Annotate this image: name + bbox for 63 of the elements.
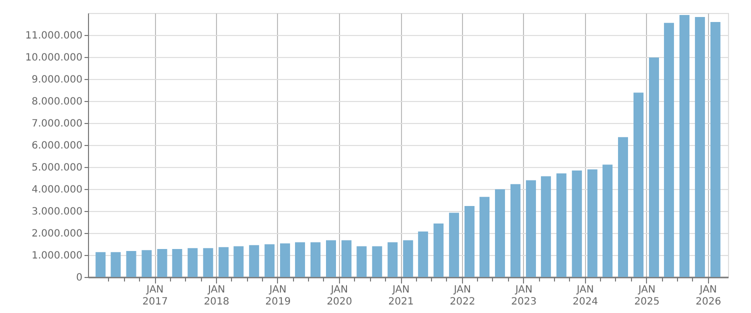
y-tick-label: 1.000.000 — [32, 250, 82, 262]
bar — [694, 16, 705, 277]
bar — [449, 212, 460, 277]
bar — [480, 196, 490, 277]
bar — [126, 251, 136, 277]
x-tick-label: JAN 2021 — [388, 284, 414, 308]
bar — [388, 242, 398, 277]
bar — [172, 249, 182, 277]
y-tick-label: 11.000.000 — [25, 30, 82, 42]
bar — [188, 248, 198, 277]
x-tick-label: JAN 2025 — [634, 284, 660, 308]
bar — [372, 246, 382, 277]
bar — [280, 243, 290, 277]
bar — [418, 231, 428, 277]
bar — [264, 244, 275, 277]
bar — [142, 250, 152, 277]
bar — [326, 240, 336, 277]
y-tick-label: 3.000.000 — [32, 206, 82, 218]
y-tick-label: 5.000.000 — [32, 162, 82, 174]
bar — [310, 242, 321, 277]
y-tick-label: 7.000.000 — [32, 118, 82, 130]
bar — [602, 164, 613, 277]
y-tick-label: 0 — [76, 272, 82, 284]
y-tick-label: 6.000.000 — [32, 140, 82, 152]
bar — [96, 252, 106, 277]
x-tick-label: JAN 2019 — [265, 284, 291, 308]
y-tick-label: 2.000.000 — [32, 228, 82, 240]
bar — [295, 242, 306, 277]
bar — [710, 22, 720, 277]
bar — [434, 224, 444, 277]
bar — [234, 246, 244, 277]
bar — [572, 170, 582, 277]
bar — [618, 137, 628, 277]
bar — [157, 249, 168, 277]
bar — [540, 176, 551, 277]
bar — [341, 240, 352, 277]
y-tick-label: 10.000.000 — [25, 52, 82, 64]
bar — [249, 245, 260, 277]
y-tick-label: 9.000.000 — [32, 74, 82, 86]
x-tick-label: JAN 2024 — [572, 284, 598, 308]
bar — [556, 173, 566, 277]
x-tick-label: JAN 2022 — [450, 284, 476, 308]
y-tick-label: 8.000.000 — [32, 96, 82, 108]
bar — [494, 189, 505, 277]
bar — [356, 246, 367, 277]
x-tick-label: JAN 2017 — [142, 284, 168, 308]
bar — [218, 247, 229, 277]
bar — [464, 206, 475, 277]
bar — [587, 169, 598, 277]
bar — [110, 252, 121, 277]
bar — [634, 92, 644, 277]
x-tick-label: JAN 2023 — [511, 284, 537, 308]
bar — [203, 248, 214, 277]
bar — [679, 14, 690, 277]
x-tick-label: JAN 2018 — [204, 284, 230, 308]
x-tick-label: JAN 2020 — [326, 284, 352, 308]
bar — [648, 57, 659, 277]
bar — [510, 184, 520, 277]
x-tick-label: JAN 2026 — [696, 284, 722, 308]
bar — [526, 180, 536, 277]
bar — [664, 22, 674, 277]
y-tick-label: 4.000.000 — [32, 184, 82, 196]
bar — [403, 240, 414, 277]
